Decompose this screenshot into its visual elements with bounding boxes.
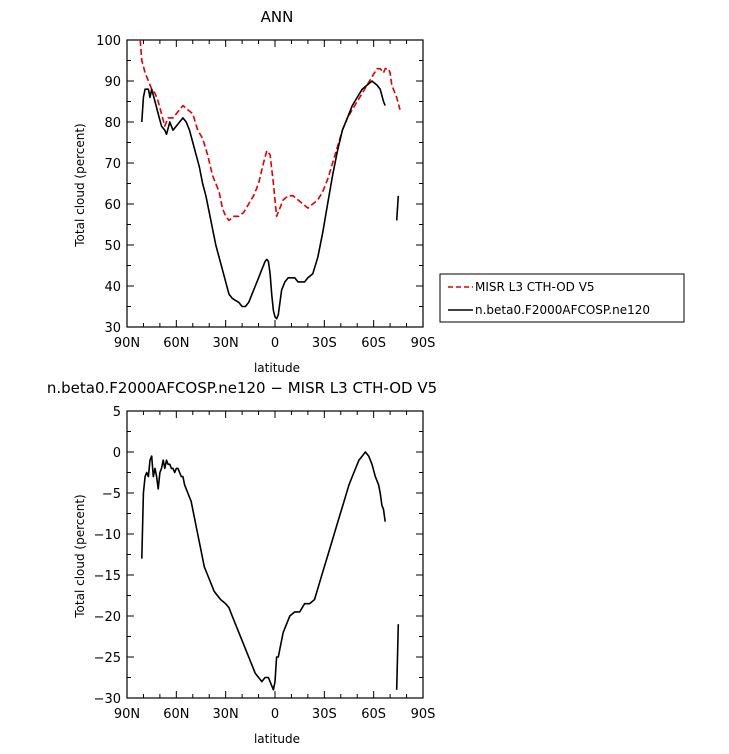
series-line-1 <box>395 195 400 221</box>
top-chart-y-ticks: 30 40 50 60 70 80 90 100 <box>96 34 423 336</box>
x-tick-label: 60S <box>361 336 386 351</box>
x-tick-label: 60N <box>163 707 189 722</box>
y-tick-label: −10 <box>94 528 121 543</box>
y-tick-label: 60 <box>104 198 121 213</box>
y-tick-label: −30 <box>94 692 121 707</box>
top-chart-ylabel: Total cloud (percent) <box>73 123 87 247</box>
y-tick-label: 100 <box>96 34 121 49</box>
x-tick-label: 30S <box>312 336 337 351</box>
top-chart-x-ticks: 90N 60N 30N 0 30S 60S 90S <box>114 40 436 351</box>
x-tick-label: 0 <box>271 707 279 722</box>
series-line-1 <box>141 80 386 320</box>
x-tick-label: 90S <box>411 336 436 351</box>
top-chart-title: ANN <box>261 8 294 26</box>
x-tick-label: 0 <box>271 336 279 351</box>
y-tick-label: 5 <box>113 405 121 420</box>
bottom-chart: n.beta0.F2000AFCOSP.ne120 − MISR L3 CTH-… <box>47 379 437 746</box>
top-chart-xlabel: latitude <box>254 361 300 375</box>
y-tick-label: −20 <box>94 610 121 625</box>
top-chart-series <box>139 39 401 320</box>
y-tick-label: 50 <box>104 239 121 254</box>
x-tick-label: 60N <box>163 336 189 351</box>
y-tick-label: −25 <box>94 651 121 666</box>
y-tick-label: −5 <box>102 487 121 502</box>
y-tick-label: −15 <box>94 569 121 584</box>
bottom-chart-x-ticks: 90N 60N 30N 0 30S 60S 90S <box>114 411 436 722</box>
x-tick-label: 30N <box>213 707 239 722</box>
x-tick-label: 90N <box>114 707 140 722</box>
legend-label-misr: MISR L3 CTH-OD V5 <box>475 280 595 294</box>
bottom-chart-xlabel: latitude <box>254 732 300 746</box>
series-line-0 <box>395 624 400 690</box>
legend: MISR L3 CTH-OD V5 n.beta0.F2000AFCOSP.ne… <box>439 273 685 323</box>
bottom-chart-frame <box>126 410 424 699</box>
series-line-0 <box>139 39 401 222</box>
x-tick-label: 90N <box>114 336 140 351</box>
series-line-0 <box>141 451 386 691</box>
y-tick-label: 90 <box>104 75 121 90</box>
bottom-chart-series <box>141 451 400 691</box>
y-tick-label: 70 <box>104 157 121 172</box>
y-tick-label: 40 <box>104 280 121 295</box>
top-chart-frame <box>126 39 424 328</box>
legend-label-model: n.beta0.F2000AFCOSP.ne120 <box>475 303 650 317</box>
x-tick-label: 90S <box>411 707 436 722</box>
x-tick-label: 60S <box>361 707 386 722</box>
x-tick-label: 30S <box>312 707 337 722</box>
bottom-chart-title: n.beta0.F2000AFCOSP.ne120 − MISR L3 CTH-… <box>47 379 437 397</box>
y-tick-label: 80 <box>104 116 121 131</box>
y-tick-label: 30 <box>104 321 121 336</box>
y-tick-label: 0 <box>113 446 121 461</box>
x-tick-label: 30N <box>213 336 239 351</box>
legend-box <box>439 273 685 323</box>
bottom-chart-ylabel: Total cloud (percent) <box>73 494 87 618</box>
top-chart: ANN 90N 60N 30N 0 30S 60S 90S 30 40 50 60 70 80 90 10… <box>73 8 435 375</box>
bottom-chart-y-ticks: 5 0 −5 −10 −15 −20 −25 −30 <box>94 405 423 707</box>
